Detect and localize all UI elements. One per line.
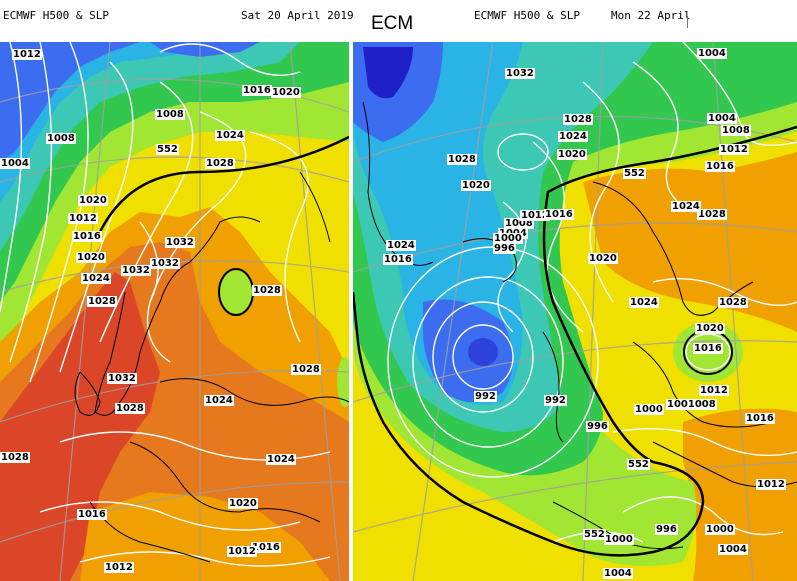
left-map-graphic [0, 42, 349, 581]
left-isobar-label: 1016 [72, 231, 102, 242]
right-isobar-label: 1020 [557, 149, 587, 160]
left-date-label: Sat 20 April 2019 [241, 9, 354, 22]
right-isobar-label: 1004 [718, 544, 748, 555]
left-isobar-label: 1028 [115, 403, 145, 414]
right-isobar-label: 1016 [693, 343, 723, 354]
left-isobar-label: 1028 [0, 452, 30, 463]
left-isobar-label: 1032 [165, 237, 195, 248]
left-isobar-label: 1004 [0, 158, 30, 169]
right-552-label: 552 [583, 529, 606, 540]
left-isobar-label: 1028 [87, 296, 117, 307]
left-lime-cell [220, 270, 252, 314]
left-isobar-label: 1032 [150, 258, 180, 269]
right-isobar-label: 1012 [756, 479, 786, 490]
right-isobar-label: 1001008 [666, 399, 717, 410]
right-isobar-label: 1004 [603, 568, 633, 579]
right-date-label: Mon 22 April [611, 9, 691, 22]
left-product-label: ECMWF H500 & SLP [3, 9, 109, 22]
right-isobar-label: 1004 [697, 48, 727, 59]
right-isobar-label: 1016 [745, 413, 775, 424]
right-isobar-label: 1012 [699, 385, 729, 396]
right-isobar-label: 992 [544, 395, 567, 406]
right-isobar-label: 1016 [383, 254, 413, 265]
left-isobar-label: 1020 [228, 498, 258, 509]
left-isobar-label: 1024 [266, 454, 296, 465]
left-graticule [0, 42, 349, 581]
left-isobar-label: 1020 [271, 87, 301, 98]
right-isobar-label: 1004 [707, 113, 737, 124]
right-low-core [468, 338, 498, 366]
right-isobar-label: 1024 [671, 201, 701, 212]
left-isobar-label: 1020 [76, 252, 106, 263]
right-isobar-label: 1024 [386, 240, 416, 251]
right-isobar-label: 1008 [721, 125, 751, 136]
model-title: ECM [371, 13, 414, 34]
left-isobar-label: 1028 [252, 285, 282, 296]
right-isobar-label: 1000 [634, 404, 664, 415]
right-isobar-label: 1008 [504, 218, 534, 229]
left-isobar-label: 1016 [77, 509, 107, 520]
left-isobar-label: 1008 [155, 109, 185, 120]
left-isobar-label: 1028 [205, 158, 235, 169]
right-product-label: ECMWF H500 & SLP [474, 9, 580, 22]
right-isobar-label: 1028 [697, 209, 727, 220]
right-isobar-label: 996 [655, 524, 678, 535]
left-coastlines [74, 171, 349, 563]
left-isobar-label: 1028 [291, 364, 321, 375]
right-isobar-label: 1028 [718, 297, 748, 308]
right-552-label: 552 [627, 459, 650, 470]
right-isobar-label: 1020 [695, 323, 725, 334]
right-isobar-label: 1028 [447, 154, 477, 165]
right-isobar-label: 1024 [558, 131, 588, 142]
right-isobar-label: 1020 [461, 180, 491, 191]
right-blue-dark-zone [363, 47, 413, 99]
left-isobar-label: 1024 [81, 273, 111, 284]
left-isobar-label: 1008 [46, 133, 76, 144]
right-isobar-label: 1032 [505, 68, 535, 79]
right-isobar-label: 1012 [719, 144, 749, 155]
right-552-label: 552 [623, 168, 646, 179]
right-isobar-label: 1028 [563, 114, 593, 125]
left-isobar-label: 1012 [68, 213, 98, 224]
right-isobar-label: 1016 [544, 209, 574, 220]
left-lime-east [337, 357, 349, 407]
left-552-label: 552 [156, 144, 179, 155]
left-isobar-label: 1024 [204, 395, 234, 406]
left-forecast-map [0, 42, 349, 581]
left-isobar-label: 1016 [251, 542, 281, 553]
right-552-contour [353, 125, 797, 557]
left-isobar-label: 1032 [107, 373, 137, 384]
left-isobar-label: 1016 [242, 85, 272, 96]
right-isobar-label: 1000 [604, 534, 634, 545]
right-isobar-label: 1000 [705, 524, 735, 535]
right-isobar-label: 1024 [629, 297, 659, 308]
left-red-zone [0, 272, 160, 581]
left-isobar-label: 1024 [215, 130, 245, 141]
left-552-contour [98, 135, 349, 233]
right-isobar-label: 1020 [588, 253, 618, 264]
right-isobar-label: 996 [493, 243, 516, 254]
left-isobar-label: 1012 [227, 546, 257, 557]
right-isobar-label: 996 [586, 421, 609, 432]
left-isobar-label: 1012 [12, 49, 42, 60]
right-orange-south-zone [683, 408, 797, 581]
left-isobar-label: 1012 [104, 562, 134, 573]
left-south-orange-zone [80, 492, 330, 581]
header-tick [687, 16, 688, 28]
left-blue-zone [0, 42, 140, 162]
right-isobar-label: 1000 [493, 233, 523, 244]
right-isobar-label: 992 [474, 391, 497, 402]
left-isobar-label: 1020 [78, 195, 108, 206]
left-teal-zone [0, 42, 300, 252]
right-isobar-label: 1012 [520, 210, 550, 221]
left-isobar-label: 1032 [121, 265, 151, 276]
right-isobar-label: 1016 [705, 161, 735, 172]
